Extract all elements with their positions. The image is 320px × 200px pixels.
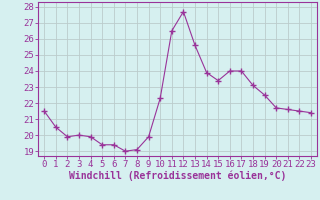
X-axis label: Windchill (Refroidissement éolien,°C): Windchill (Refroidissement éolien,°C) <box>69 171 286 181</box>
